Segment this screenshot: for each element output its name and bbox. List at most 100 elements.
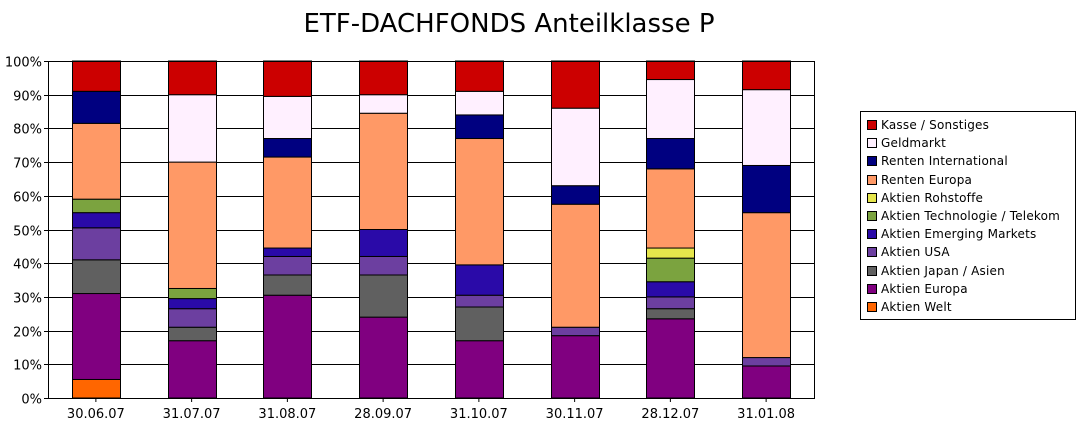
- legend-item: Kasse / Sonstiges: [867, 116, 989, 134]
- bar-segment: [263, 138, 312, 158]
- bar-segment: [263, 255, 312, 276]
- legend-swatch: [867, 283, 877, 294]
- legend-label: Renten International: [881, 154, 1008, 169]
- bar-segment: [646, 247, 695, 259]
- bar-segment: [263, 274, 312, 296]
- x-tick-label: 31.01.08: [737, 407, 795, 422]
- bar-segment: [359, 112, 408, 230]
- legend-item: Aktien USA: [867, 243, 950, 261]
- bar-segment: [646, 296, 695, 310]
- bar-segment: [359, 60, 408, 96]
- gridlines: [48, 61, 814, 399]
- legend-swatch: [867, 174, 877, 185]
- y-tick-label: 70%: [13, 157, 42, 172]
- legend-item: Aktien Emerging Markets: [867, 225, 1036, 243]
- x-tick-label: 30.11.07: [546, 407, 604, 422]
- legend-label: Aktien Emerging Markets: [881, 227, 1037, 242]
- bar-segment: [359, 255, 408, 276]
- y-tick-label: 100%: [5, 56, 42, 71]
- bar-segment: [551, 335, 600, 399]
- bar-segment: [455, 60, 504, 92]
- legend-swatch: [867, 211, 877, 221]
- y-tick-label: 20%: [13, 326, 42, 341]
- bar-segment: [646, 257, 695, 283]
- bar-segment: [263, 156, 312, 249]
- y-tick-label: 60%: [13, 191, 42, 206]
- bar-segment: [742, 60, 791, 91]
- y-tick-label: 50%: [13, 225, 42, 240]
- bar-segment: [455, 294, 504, 308]
- legend-swatch: [867, 229, 877, 240]
- x-tick-label: 30.06.07: [67, 407, 125, 422]
- bar-segment: [455, 90, 504, 116]
- bar-segment: [263, 60, 312, 97]
- axes: 0% 10% 20% 30% 40% 50% 60% 70% 80% 90% 100% 30.06.0…: [5, 56, 815, 422]
- bar-segment: [72, 212, 121, 229]
- legend-swatch: [867, 138, 877, 149]
- bar-segment: [263, 247, 312, 257]
- legend-swatch: [867, 120, 877, 130]
- legend-label: Renten Europa: [881, 172, 973, 187]
- legend-item: Aktien Rohstoffe: [867, 189, 983, 207]
- bar-segment: [551, 107, 600, 187]
- bar-segment: [359, 94, 408, 114]
- bar-segment: [359, 274, 408, 318]
- legend-item: Geldmarkt: [867, 134, 946, 152]
- bar-segment: [646, 60, 695, 81]
- bar-segment: [168, 340, 217, 399]
- bar-segment: [168, 60, 217, 96]
- bar-segment: [72, 378, 121, 399]
- bar-segment: [72, 198, 121, 214]
- legend-label: Aktien Europa: [881, 281, 968, 296]
- bar-segment: [742, 89, 791, 166]
- y-tick-label: 10%: [13, 359, 42, 374]
- bar-segment: [263, 95, 312, 140]
- bar-segment: [72, 293, 121, 380]
- bar-segment: [551, 203, 600, 328]
- bar-segment: [646, 281, 695, 298]
- chart-title: ETF-DACHFONDS Anteilklasse P: [303, 9, 714, 39]
- bar-segment: [646, 168, 695, 249]
- x-tick-label: 28.12.07: [641, 407, 699, 422]
- bar-segment: [742, 365, 791, 399]
- y-tick-label: 90%: [13, 90, 42, 105]
- legend-label: Kasse / Sonstiges: [881, 118, 990, 132]
- bars: [72, 60, 791, 399]
- bar-segment: [551, 185, 600, 205]
- legend-item: Renten International: [867, 152, 1008, 170]
- x-tick-label: 31.08.07: [258, 407, 316, 422]
- bar-segment: [359, 316, 408, 399]
- x-tick-label: 31.07.07: [163, 407, 221, 422]
- y-tick-label: 30%: [13, 292, 42, 307]
- x-tick-label: 28.09.07: [354, 407, 412, 422]
- legend-label: Aktien Rohstoffe: [881, 190, 984, 205]
- bar-segment: [72, 122, 121, 200]
- legend-item: Aktien Japan / Asien: [867, 262, 1005, 280]
- bar-segment: [168, 308, 217, 328]
- bar-segment: [742, 357, 791, 367]
- legend-swatch: [867, 247, 877, 258]
- bar-segment: [646, 318, 695, 399]
- bar-segment: [455, 264, 504, 296]
- y-tick-label: 80%: [13, 123, 42, 138]
- legend-item: Renten Europa: [867, 171, 972, 189]
- bar-segment: [646, 79, 695, 140]
- bar-segment: [742, 212, 791, 359]
- legend-item: Aktien Technologie / Telekom: [867, 207, 1060, 225]
- bar-segment: [168, 287, 217, 300]
- chart-legend: Kasse / Sonstiges Geldmarkt Renten Interna…: [860, 111, 1076, 320]
- bar-segment: [168, 94, 217, 163]
- x-tick-label: 31.10.07: [450, 407, 508, 422]
- y-tick-label: 40%: [13, 258, 42, 273]
- y-tick-label: 0%: [21, 393, 42, 408]
- legend-item: Aktien Europa: [867, 280, 968, 298]
- legend-label: Aktien Welt: [881, 300, 952, 314]
- bar-segment: [72, 90, 121, 124]
- legend-swatch: [867, 265, 877, 276]
- bar-segment: [72, 227, 121, 261]
- bar-segment: [455, 138, 504, 266]
- bar-segment: [551, 60, 600, 109]
- bar-segment: [168, 326, 217, 342]
- bar-segment: [646, 308, 695, 320]
